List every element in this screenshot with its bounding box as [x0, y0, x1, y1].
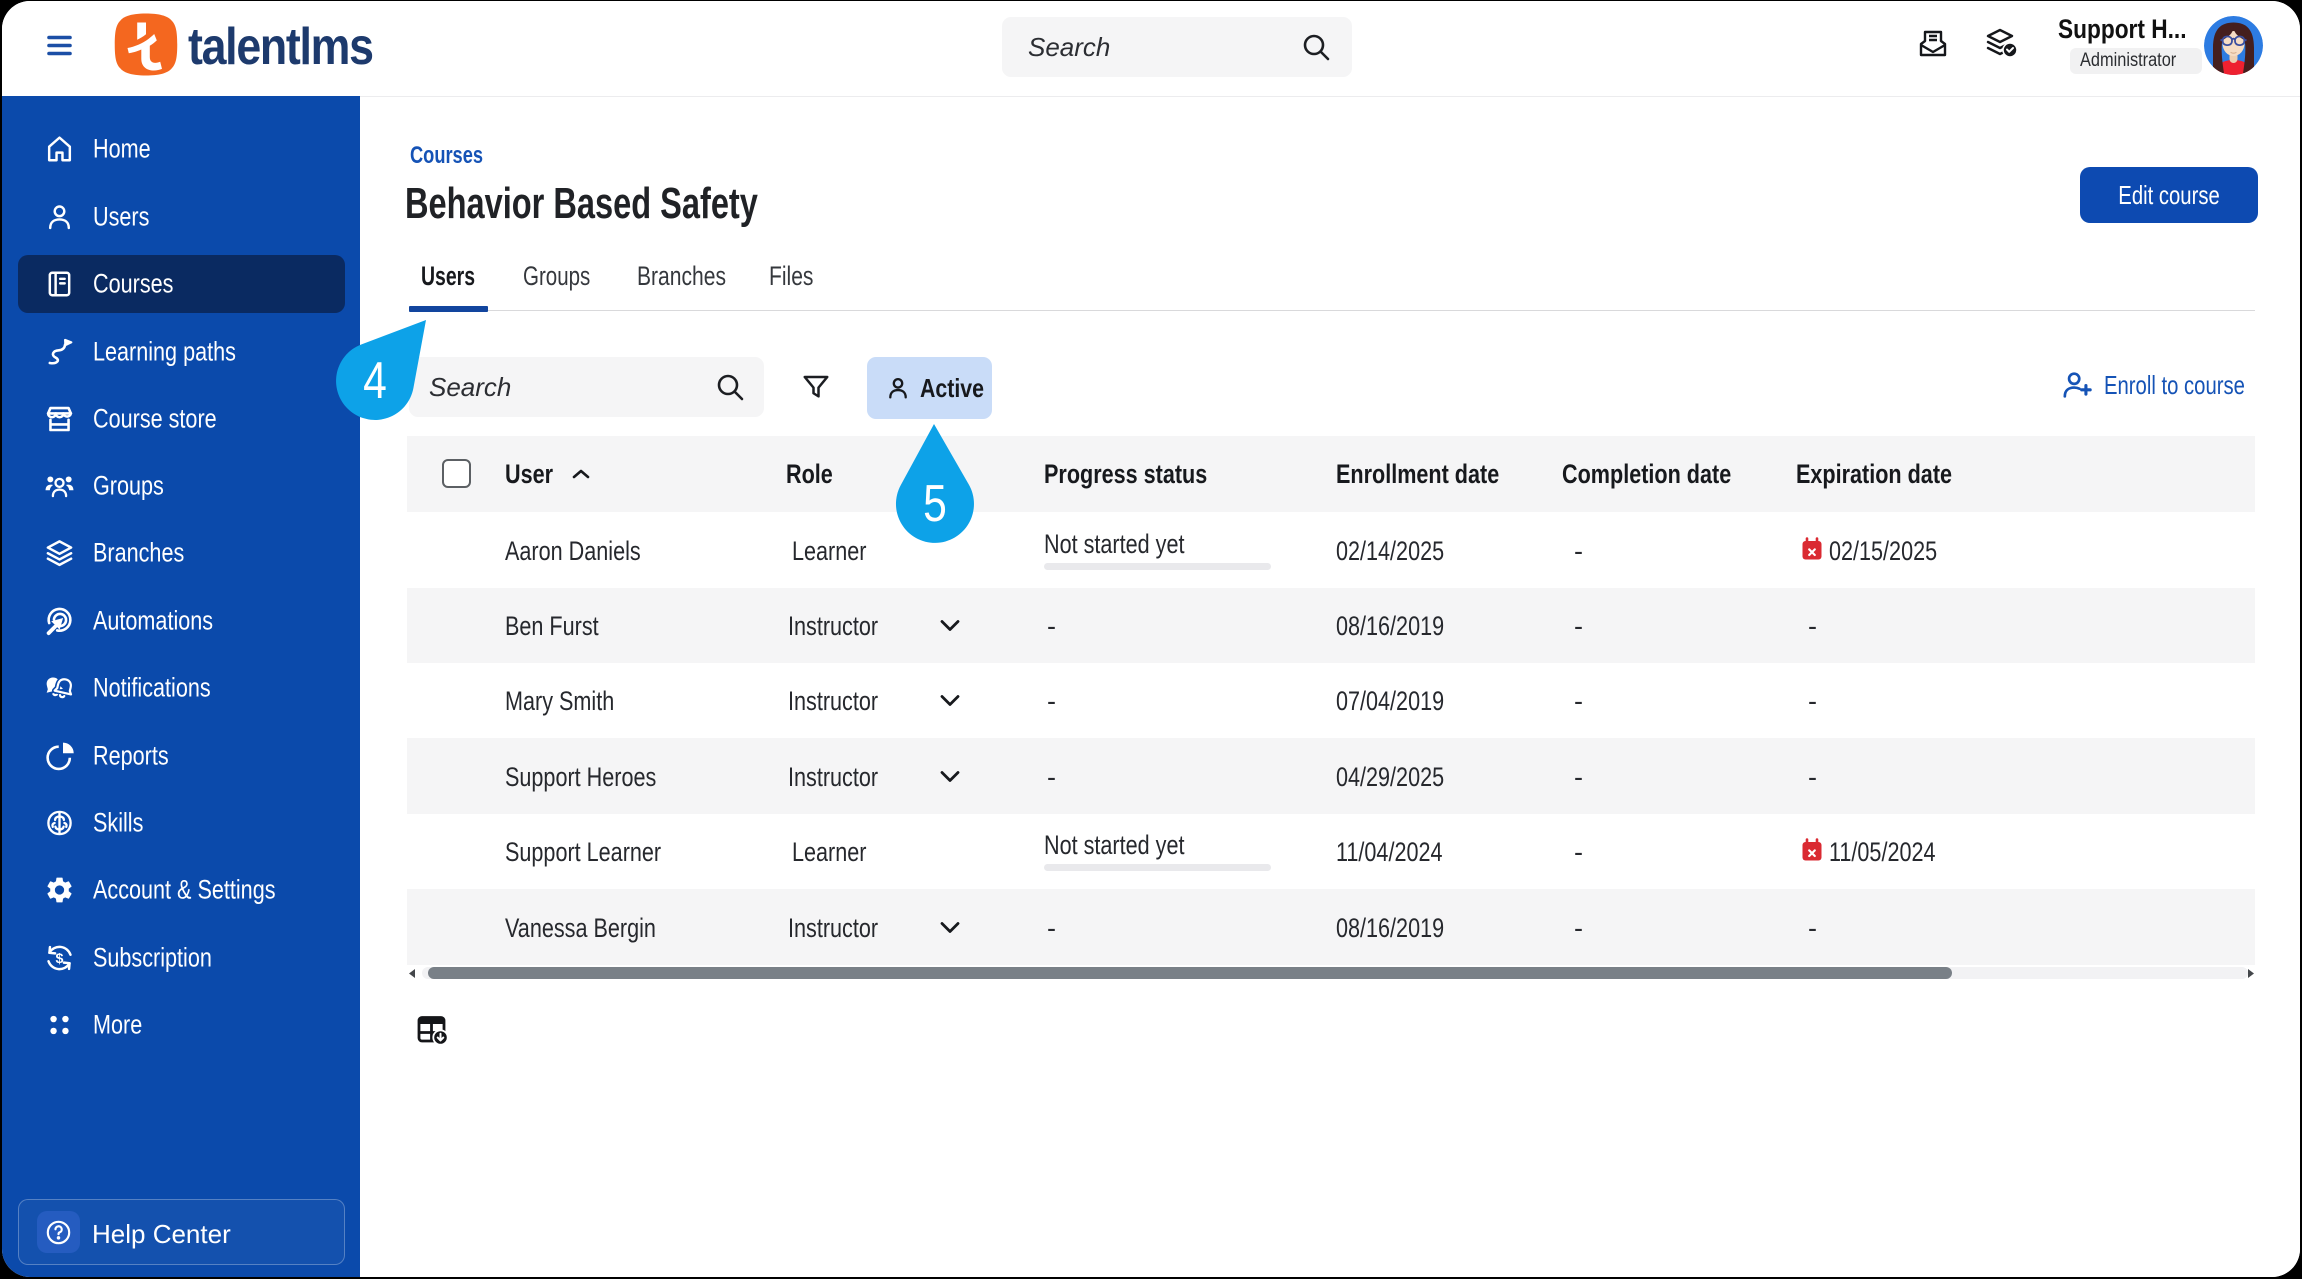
svg-text:4: 4: [363, 352, 387, 410]
svg-text:$: $: [56, 951, 64, 967]
svg-text:5: 5: [923, 475, 947, 533]
